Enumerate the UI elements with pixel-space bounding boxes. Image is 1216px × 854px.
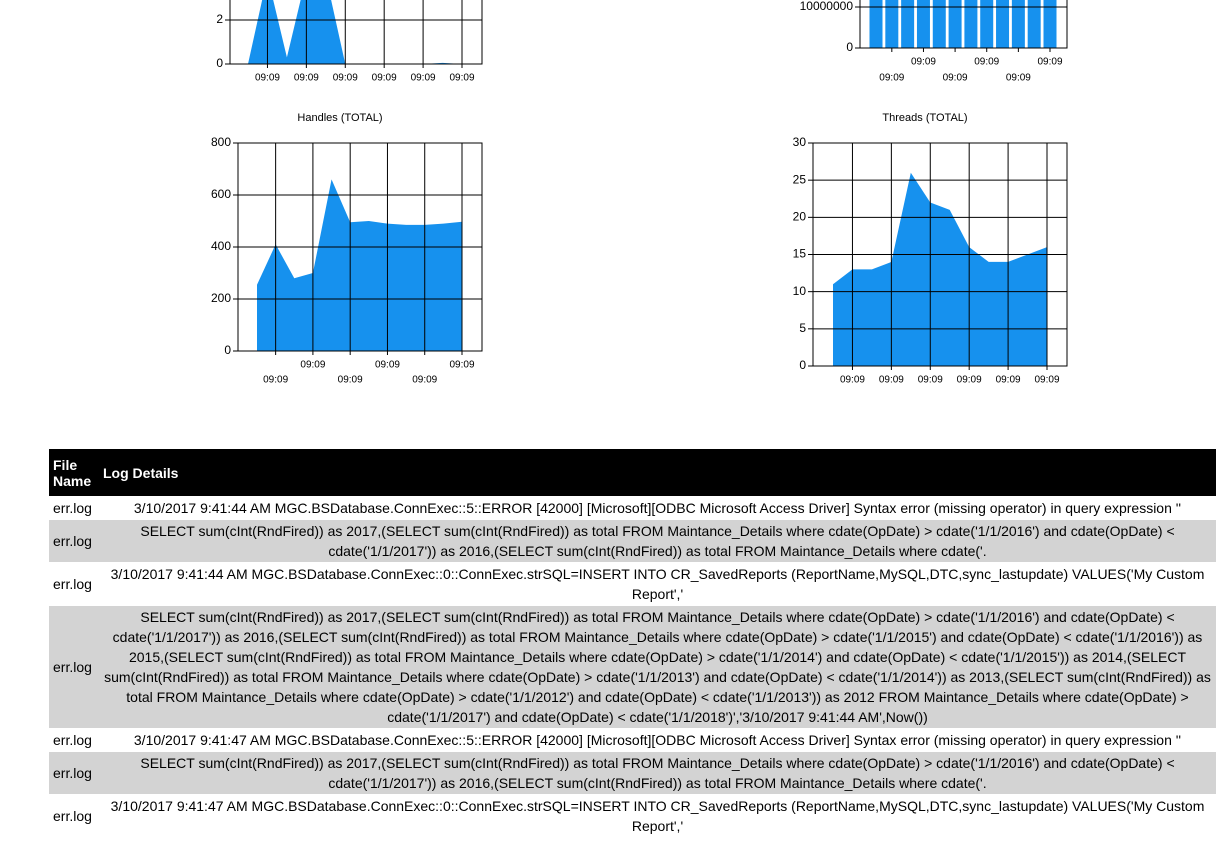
bar	[964, 0, 978, 49]
x-tick-label: 09:09	[263, 375, 288, 386]
log-details-cell: SELECT sum(cInt(RndFired)) as 2017,(SELE…	[99, 519, 1216, 563]
x-tick-label: 09:09	[411, 73, 436, 84]
x-tick-label: 09:09	[333, 73, 358, 84]
x-tick-label: 09:09	[1034, 375, 1059, 386]
y-tick-label: 400	[211, 239, 231, 253]
file-name-cell: err.log	[49, 751, 99, 795]
x-tick-label: 09:09	[338, 375, 363, 386]
y-tick-label: 25	[793, 172, 807, 186]
bar	[932, 0, 946, 49]
y-tick-label: 2	[216, 12, 223, 26]
y-tick-label: 600	[211, 187, 231, 201]
bar	[1043, 0, 1057, 49]
y-tick-label: 0	[799, 358, 806, 372]
x-tick-label: 09:09	[294, 73, 319, 84]
charts: 0 2 09:09 09:09 09:09 09:09 09:09 09:09 0 1000000…	[211, 0, 1068, 386]
x-tick-label: 09:09	[974, 57, 999, 68]
file-name-cell: err.log	[49, 794, 99, 837]
file-name-cell: err.log	[49, 496, 99, 520]
bar	[948, 0, 962, 49]
bar	[885, 0, 899, 49]
area	[833, 172, 1047, 366]
y-tick-label: 0	[846, 40, 853, 54]
x-tick-label: 09:09	[840, 375, 865, 386]
plot-frame	[859, 0, 1068, 49]
area	[257, 179, 462, 351]
y-tick-label: 15	[793, 247, 807, 261]
x-tick-label: 09:09	[1037, 57, 1062, 68]
y-tick-label: 10	[793, 284, 807, 298]
x-tick-label: 09:09	[412, 375, 437, 386]
log-row: err.log 3/10/2017 9:41:44 AM MGC.BSDataba…	[49, 496, 1216, 520]
x-tick-label: 09:09	[879, 375, 904, 386]
x-tick-label: 09:09	[957, 375, 982, 386]
x-tick-label: 09:09	[375, 360, 400, 371]
bar	[869, 0, 883, 49]
header-row: File Name Log Details	[49, 449, 1216, 497]
x-tick-label: 09:09	[449, 73, 474, 84]
chart-title: Threads (TOTAL)	[882, 112, 967, 124]
bar	[996, 0, 1010, 49]
bar	[1027, 0, 1041, 49]
y-tick-label: 800	[211, 135, 231, 149]
x-tick-label: 09:09	[255, 73, 280, 84]
plot-frame	[237, 142, 483, 352]
x-tick-label: 09:09	[918, 375, 943, 386]
log-details-cell: SELECT sum(cInt(RndFired)) as 2017,(SELE…	[99, 605, 1216, 729]
log-details-cell: 3/10/2017 9:41:44 AM MGC.BSDatabase.Conn…	[99, 562, 1216, 606]
y-tick-label: 0	[224, 343, 231, 357]
log-row: err.log 3/10/2017 9:41:47 AM MGC.BSDataba…	[49, 728, 1216, 752]
bar	[980, 0, 994, 49]
bar	[1011, 0, 1025, 49]
area	[248, 0, 462, 64]
bar	[916, 0, 930, 49]
plot-frame	[229, 0, 483, 65]
x-tick-label: 09:09	[449, 360, 474, 371]
bar	[901, 0, 915, 49]
log-table: File Name Log Details err.log 3/10/2017 9…	[49, 449, 1216, 837]
y-tick-label: 0	[216, 56, 223, 70]
x-tick-label: 09:09	[911, 57, 936, 68]
x-tick-label: 09:09	[879, 73, 904, 84]
log-row: err.log SELECT sum(cInt(RndFired)) as 201…	[49, 751, 1216, 795]
chart-title: Handles (TOTAL)	[297, 112, 382, 124]
y-tick-label: 200	[211, 291, 231, 305]
file-name-cell: err.log	[49, 605, 99, 729]
header-cell: File Name	[49, 449, 99, 497]
plot-frame	[812, 142, 1068, 367]
log-rows: err.log 3/10/2017 9:41:44 AM MGC.BSDataba…	[49, 496, 1216, 837]
log-row: err.log 3/10/2017 9:41:47 AM MGC.BSDataba…	[49, 794, 1216, 837]
log-details-cell: SELECT sum(cInt(RndFired)) as 2017,(SELE…	[99, 751, 1216, 795]
y-tick-label: 10000000	[800, 0, 854, 13]
x-tick-label: 09:09	[996, 375, 1021, 386]
y-tick-label: 30	[793, 135, 807, 149]
log-details-cell: 3/10/2017 9:41:44 AM MGC.BSDatabase.Conn…	[99, 496, 1216, 520]
x-tick-label: 09:09	[943, 73, 968, 84]
y-tick-label: 20	[793, 210, 807, 224]
log-row: err.log 3/10/2017 9:41:44 AM MGC.BSDataba…	[49, 562, 1216, 606]
file-name-cell: err.log	[49, 519, 99, 563]
log-details-cell: 3/10/2017 9:41:47 AM MGC.BSDatabase.Conn…	[99, 728, 1216, 752]
log-details-cell: 3/10/2017 9:41:47 AM MGC.BSDatabase.Conn…	[99, 794, 1216, 837]
file-name-cell: err.log	[49, 562, 99, 606]
log-row: err.log SELECT sum(cInt(RndFired)) as 201…	[49, 519, 1216, 563]
y-tick-label: 5	[799, 321, 806, 335]
log-row: err.log SELECT sum(cInt(RndFired)) as 201…	[49, 605, 1216, 729]
header-cell: Log Details	[99, 449, 1216, 497]
x-tick-label: 09:09	[300, 360, 325, 371]
x-tick-label: 09:09	[1006, 73, 1031, 84]
file-name-cell: err.log	[49, 728, 99, 752]
x-tick-label: 09:09	[372, 73, 397, 84]
